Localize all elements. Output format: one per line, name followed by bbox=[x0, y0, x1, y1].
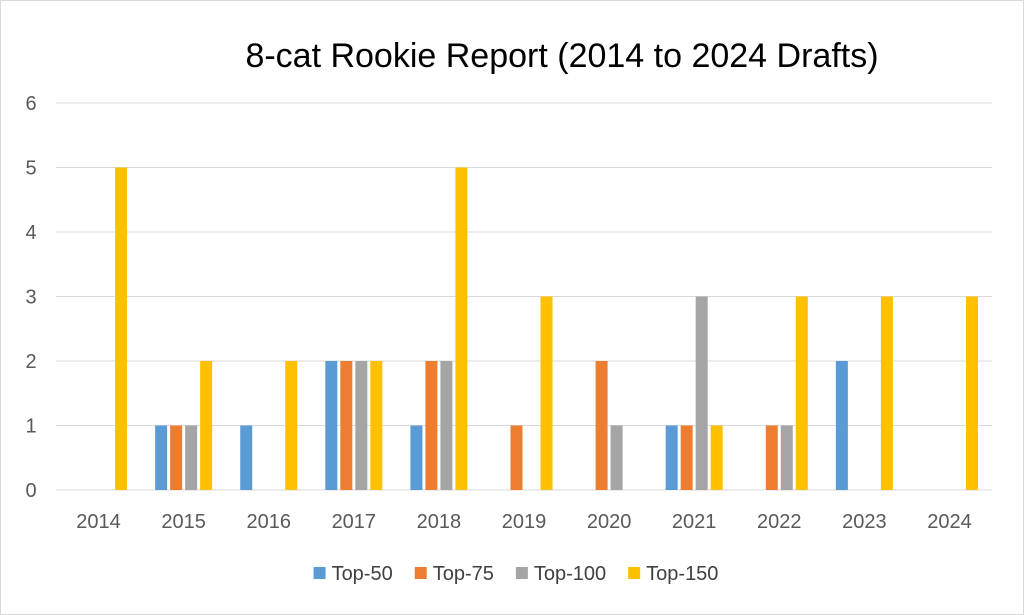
x-axis-ticks: 2014 2015 2016 2017 2018 2019 2020 2021 2022 2023… bbox=[76, 511, 971, 533]
legend-item-top-150: Top-150 bbox=[628, 563, 718, 585]
bar-top-75-2019 bbox=[510, 425, 523, 490]
x-tick-label: 2014 bbox=[76, 511, 121, 533]
y-tick-label: 6 bbox=[25, 93, 36, 115]
legend-label: Top-75 bbox=[433, 563, 494, 585]
legend-label: Top-150 bbox=[646, 563, 718, 585]
legend-swatch bbox=[414, 567, 427, 579]
bars bbox=[115, 167, 978, 490]
x-tick-label: 2022 bbox=[757, 511, 802, 533]
bar-top-75-2021 bbox=[680, 425, 693, 490]
bar-top-75-2020 bbox=[595, 361, 608, 490]
legend: Top-50 Top-75 Top-100 Top-150 bbox=[313, 563, 718, 585]
bar-top-50-2015 bbox=[155, 425, 168, 490]
legend-item-top-50: Top-50 bbox=[313, 563, 393, 585]
legend-swatch bbox=[515, 567, 528, 579]
bar-top-150-2021 bbox=[710, 425, 723, 490]
bar-top-100-2015 bbox=[185, 425, 198, 490]
bar-top-100-2017 bbox=[355, 361, 368, 490]
bar-top-50-2017 bbox=[325, 361, 338, 490]
x-tick-label: 2020 bbox=[587, 511, 632, 533]
legend-item-top-100: Top-100 bbox=[515, 563, 606, 585]
bar-top-50-2018 bbox=[410, 425, 423, 490]
y-tick-label: 5 bbox=[25, 158, 36, 180]
legend-label: Top-100 bbox=[534, 563, 606, 585]
bar-top-50-2016 bbox=[240, 425, 253, 490]
bar-top-150-2022 bbox=[795, 296, 808, 490]
x-tick-label: 2023 bbox=[842, 511, 887, 533]
bar-top-150-2017 bbox=[370, 361, 383, 490]
legend-label: Top-50 bbox=[332, 563, 393, 585]
bar-top-100-2018 bbox=[440, 361, 453, 490]
bar-top-150-2023 bbox=[880, 296, 893, 490]
x-tick-label: 2018 bbox=[417, 511, 462, 533]
bar-top-150-2015 bbox=[200, 361, 213, 490]
bar-top-75-2018 bbox=[425, 361, 438, 490]
bar-top-50-2023 bbox=[835, 361, 848, 490]
y-tick-label: 0 bbox=[25, 480, 36, 502]
x-tick-label: 2024 bbox=[927, 511, 972, 533]
bar-top-100-2020 bbox=[610, 425, 623, 490]
y-tick-label: 3 bbox=[25, 287, 36, 309]
bar-top-75-2022 bbox=[765, 425, 778, 490]
y-tick-label: 2 bbox=[25, 351, 36, 373]
bar-top-75-2017 bbox=[340, 361, 353, 490]
legend-swatch bbox=[628, 567, 641, 579]
x-tick-label: 2019 bbox=[502, 511, 547, 533]
x-tick-label: 2017 bbox=[332, 511, 377, 533]
x-tick-label: 2015 bbox=[161, 511, 206, 533]
bar-top-150-2016 bbox=[285, 361, 298, 490]
x-tick-label: 2021 bbox=[672, 511, 717, 533]
bar-top-100-2021 bbox=[695, 296, 708, 490]
bar-top-150-2018 bbox=[455, 167, 468, 490]
bar-top-150-2014 bbox=[115, 167, 128, 490]
legend-item-top-75: Top-75 bbox=[414, 563, 494, 585]
chart-title: 8-cat Rookie Report (2014 to 2024 Drafts… bbox=[245, 37, 878, 75]
x-tick-label: 2016 bbox=[246, 511, 291, 533]
bar-top-100-2022 bbox=[780, 425, 793, 490]
bar-top-50-2021 bbox=[665, 425, 678, 490]
bar-top-150-2019 bbox=[540, 296, 553, 490]
y-axis-ticks: 0 1 2 3 4 5 6 bbox=[25, 93, 36, 502]
legend-swatch bbox=[313, 567, 326, 579]
bar-top-75-2015 bbox=[170, 425, 183, 490]
bar-top-150-2024 bbox=[965, 296, 978, 490]
y-tick-label: 4 bbox=[25, 222, 36, 244]
y-tick-label: 1 bbox=[25, 416, 36, 438]
